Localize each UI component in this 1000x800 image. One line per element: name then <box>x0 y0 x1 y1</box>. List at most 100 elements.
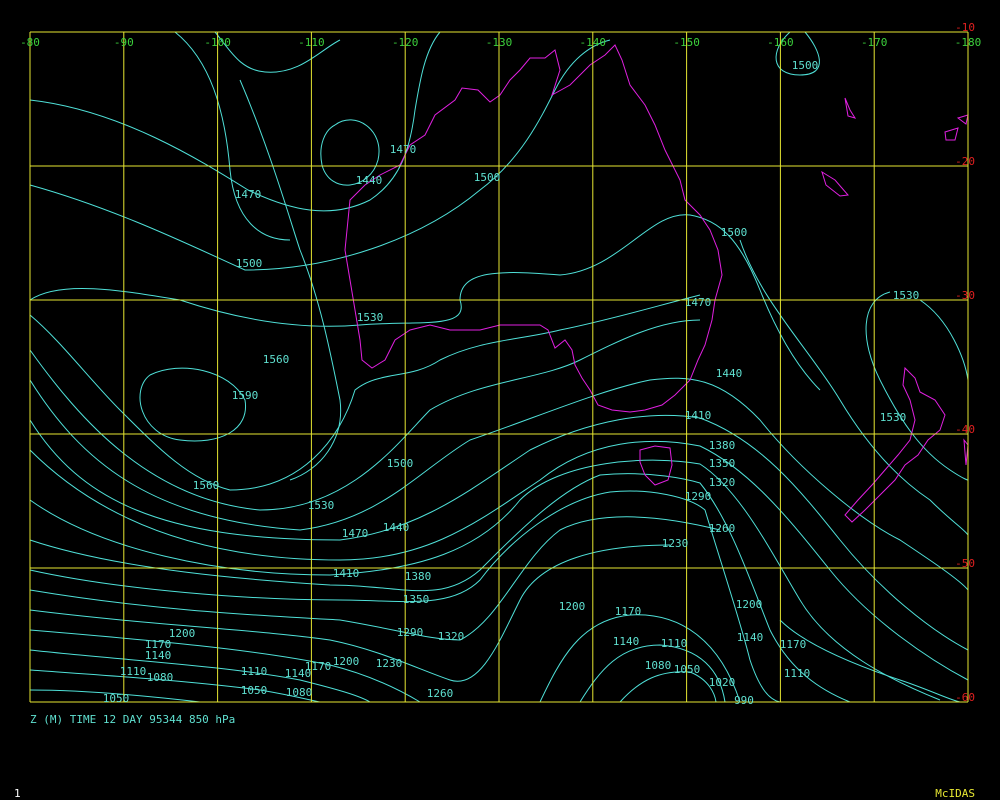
contour-label: 1170 <box>305 660 332 673</box>
coastlines <box>344 44 969 523</box>
contour-label: 1470 <box>390 143 417 156</box>
coastline-island <box>944 127 959 141</box>
contour-label: 1050 <box>674 663 701 676</box>
lon-label: -140 <box>580 36 607 49</box>
contour-label: 1530 <box>893 289 920 302</box>
contour-label: 1440 <box>356 174 383 187</box>
lon-label: -90 <box>114 36 134 49</box>
contour-label: 1170 <box>145 638 172 651</box>
contour-label: 1440 <box>383 521 410 534</box>
coastline-new-zealand <box>844 366 946 523</box>
contour-label: 1170 <box>615 605 642 618</box>
contour-label: 1350 <box>403 593 430 606</box>
lon-label: -150 <box>673 36 700 49</box>
contour-label: 1140 <box>613 635 640 648</box>
lat-label: -60 <box>955 691 975 704</box>
lon-label: -80 <box>20 36 40 49</box>
contour-line <box>29 294 701 491</box>
contour-label: 1500 <box>387 457 414 470</box>
coastline-island <box>821 170 849 197</box>
contour-line <box>29 669 321 703</box>
contour-line <box>214 31 341 73</box>
contour-line <box>29 459 941 701</box>
contour-label: 1410 <box>333 567 360 580</box>
lat-label: -50 <box>955 557 975 570</box>
contour-label: 1500 <box>792 59 819 72</box>
contour-line <box>29 473 851 703</box>
contour-label: 1080 <box>645 659 672 672</box>
contour-label: 1080 <box>286 686 313 699</box>
lon-label: -100 <box>204 36 231 49</box>
lat-label: -10 <box>955 21 975 34</box>
contour-label: 1260 <box>709 522 736 535</box>
contour-label: 1470 <box>685 296 712 309</box>
coastline-australia <box>344 44 723 413</box>
contour-label: 1230 <box>376 657 403 670</box>
contour-label: 1380 <box>405 570 432 583</box>
contour-label: 1560 <box>263 353 290 366</box>
contour-label: 1170 <box>780 638 807 651</box>
contour-label: 1380 <box>709 439 736 452</box>
coastline-tasmania <box>639 445 673 486</box>
contour-label: 1200 <box>736 598 763 611</box>
contour-label: 1470 <box>235 188 262 201</box>
contour-label: 1080 <box>147 671 174 684</box>
contour-label: 1200 <box>169 627 196 640</box>
labels: -80 -90 -100 -110 -120 -130 -140 -150 -160 -170 -1… <box>20 21 981 707</box>
contour-line <box>779 619 961 703</box>
brand: McIDAS <box>935 787 975 800</box>
contour-line <box>29 214 821 391</box>
graticule <box>29 31 969 703</box>
contour-label: 1530 <box>357 311 384 324</box>
contour-line <box>29 516 721 641</box>
contour-line <box>919 299 969 381</box>
contour-line <box>29 689 201 703</box>
contour-line <box>29 414 969 651</box>
contour-label: 1140 <box>737 631 764 644</box>
contour-label: 1500 <box>721 226 748 239</box>
contour-label: 1500 <box>474 171 501 184</box>
contour-label: 1200 <box>559 600 586 613</box>
contour-label: 1140 <box>285 667 312 680</box>
lat-label: -30 <box>955 289 975 302</box>
contour-label: 1110 <box>661 637 688 650</box>
contour-label: 1410 <box>685 409 712 422</box>
contour-line <box>29 629 421 703</box>
contour-label: 1500 <box>236 257 263 270</box>
contour-line <box>29 39 611 271</box>
lon-label: -120 <box>392 36 419 49</box>
contour-label: 1290 <box>685 490 712 503</box>
contour-label: 1320 <box>438 630 465 643</box>
contour-line <box>29 649 371 703</box>
lon-label: -110 <box>298 36 325 49</box>
contour-line <box>619 671 717 703</box>
contour-line <box>29 440 969 681</box>
contour-line <box>239 79 342 481</box>
contour-line <box>320 119 380 186</box>
contour-line <box>29 377 969 591</box>
contour-label: 1020 <box>709 676 736 689</box>
coastline-island <box>963 438 969 466</box>
contour-line <box>539 614 741 703</box>
contour-label: 1110 <box>241 665 268 678</box>
contour-line <box>865 291 969 481</box>
lon-label: -170 <box>861 36 888 49</box>
contours <box>29 31 969 703</box>
lon-label: -160 <box>767 36 794 49</box>
contour-label: 1320 <box>709 476 736 489</box>
lon-label: -180 <box>955 36 982 49</box>
lon-label: -130 <box>486 36 513 49</box>
contour-label: 1260 <box>427 687 454 700</box>
contour-line <box>29 490 781 703</box>
contour-line <box>174 31 291 241</box>
contour-line <box>29 31 441 212</box>
lat-label: -40 <box>955 423 975 436</box>
contour-label: 1110 <box>120 665 147 678</box>
contour-label: 1590 <box>232 389 259 402</box>
contour-label: 1560 <box>193 479 220 492</box>
contour-line <box>29 544 671 682</box>
lat-label: -20 <box>955 155 975 168</box>
caption: Z (M) TIME 12 DAY 95344 850 hPa <box>30 713 235 726</box>
